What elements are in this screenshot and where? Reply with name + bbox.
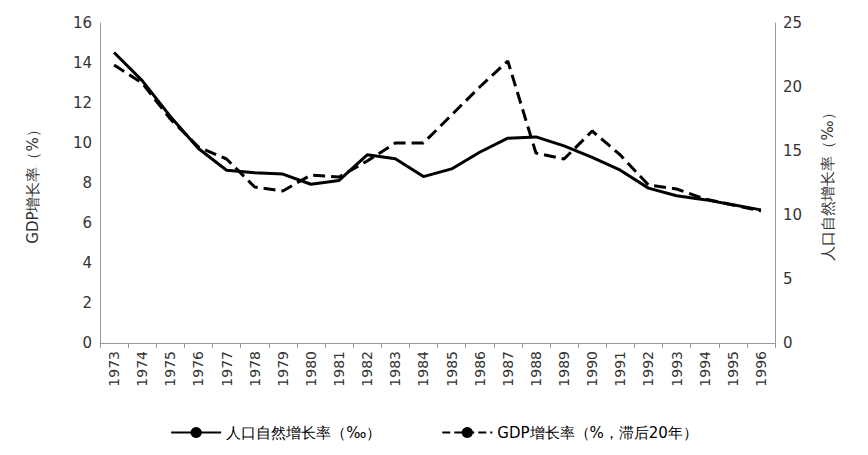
svg-text:14: 14 <box>73 54 92 72</box>
svg-text:8: 8 <box>82 174 92 192</box>
svg-text:1990: 1990 <box>584 351 600 387</box>
svg-text:1996: 1996 <box>753 351 769 387</box>
svg-text:1994: 1994 <box>697 351 713 387</box>
svg-text:20: 20 <box>783 78 802 96</box>
svg-text:人口自然增长率（‰）: 人口自然增长率（‰） <box>226 424 381 442</box>
svg-text:0: 0 <box>82 334 92 352</box>
svg-text:0: 0 <box>783 334 793 352</box>
svg-text:GDP增长率（%）: GDP增长率（%） <box>24 122 42 243</box>
svg-text:1984: 1984 <box>415 351 431 387</box>
svg-text:GDP增长率（%，滞后20年）: GDP增长率（%，滞后20年） <box>497 424 698 442</box>
svg-text:1985: 1985 <box>444 351 460 387</box>
svg-text:10: 10 <box>783 206 802 224</box>
svg-text:25: 25 <box>783 14 802 32</box>
svg-text:10: 10 <box>73 134 92 152</box>
svg-text:1979: 1979 <box>275 351 291 387</box>
svg-text:1993: 1993 <box>669 351 685 387</box>
svg-text:16: 16 <box>73 14 92 32</box>
svg-text:1976: 1976 <box>190 351 206 387</box>
svg-text:1983: 1983 <box>387 351 403 387</box>
svg-text:1981: 1981 <box>331 351 347 387</box>
svg-text:1977: 1977 <box>219 351 235 387</box>
svg-text:1989: 1989 <box>556 351 572 387</box>
svg-text:1995: 1995 <box>725 351 741 387</box>
svg-text:15: 15 <box>783 142 802 160</box>
svg-text:1992: 1992 <box>640 351 656 387</box>
svg-text:5: 5 <box>783 270 793 288</box>
svg-text:1978: 1978 <box>247 351 263 387</box>
svg-text:1987: 1987 <box>500 351 516 387</box>
svg-text:12: 12 <box>73 94 92 112</box>
svg-text:2: 2 <box>82 294 92 312</box>
svg-text:6: 6 <box>82 214 92 232</box>
svg-text:1986: 1986 <box>472 351 488 387</box>
svg-text:1982: 1982 <box>359 351 375 387</box>
svg-text:4: 4 <box>82 254 92 272</box>
svg-text:1988: 1988 <box>528 351 544 387</box>
svg-text:1975: 1975 <box>162 351 178 387</box>
svg-text:1973: 1973 <box>106 351 122 387</box>
svg-text:1991: 1991 <box>612 351 628 387</box>
svg-text:1980: 1980 <box>303 351 319 387</box>
svg-text:1974: 1974 <box>134 351 150 387</box>
svg-text:人口自然增长率（‰）: 人口自然增长率（‰） <box>819 105 837 260</box>
